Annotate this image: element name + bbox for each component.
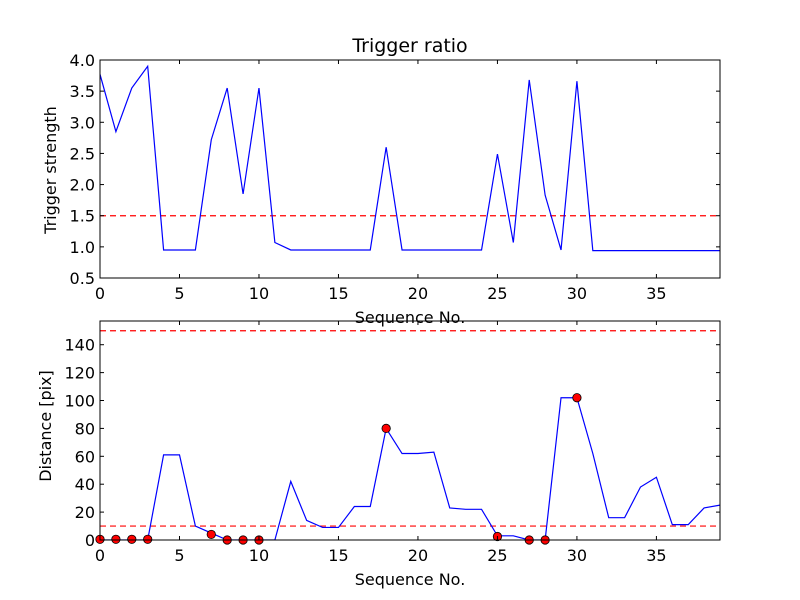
distance-xtick-label-5: 25 <box>487 546 507 565</box>
trigger-ratio-xtick-label-2: 10 <box>249 284 269 303</box>
distance-xtick-label-6: 30 <box>567 546 587 565</box>
trigger-ratio-xtick-label-3: 15 <box>328 284 348 303</box>
distance-ytick-label-7: 140 <box>64 336 95 355</box>
trigger-ratio-xtick-label-7: 35 <box>646 284 666 303</box>
distance-ytick-label-2: 40 <box>75 475 95 494</box>
distance-xtick-label-2: 10 <box>249 546 269 565</box>
trigger-ratio-panel: Trigger ratio Trigger strength Sequence … <box>41 35 721 327</box>
distance-ytick-label-6: 120 <box>64 364 95 383</box>
distance-xtick-label-1: 5 <box>174 546 184 565</box>
distance-ylabel: Distance [pix] <box>36 370 55 482</box>
trigger-ratio-ytick-label-4: 2.5 <box>70 144 95 163</box>
distance-marker-2 <box>127 534 137 544</box>
distance-xtick-label-3: 15 <box>328 546 348 565</box>
trigger-ratio-axes-frame <box>99 59 721 279</box>
trigger-ratio-xtick-label-4: 20 <box>408 284 428 303</box>
distance-ytick-label-3: 60 <box>75 447 95 466</box>
trigger-ratio-xlabel: Sequence No. <box>355 308 466 327</box>
trigger-ratio-xtick-label-6: 30 <box>567 284 587 303</box>
trigger-ratio-ytick-label-1: 1.0 <box>70 238 95 257</box>
distance-xtick-label-0: 0 <box>95 546 105 565</box>
trigger-ratio-ytick-label-5: 3.0 <box>70 113 95 132</box>
distance-xtick-label-4: 20 <box>408 546 428 565</box>
distance-ytick-label-1: 20 <box>75 503 95 522</box>
distance-marker-8 <box>381 423 391 434</box>
trigger-ratio-title: Trigger ratio <box>351 35 467 57</box>
trigger-ratio-xtick-label-5: 25 <box>487 284 507 303</box>
distance-ytick-label-0: 0 <box>85 531 95 550</box>
distance-marker-3 <box>143 534 153 544</box>
trigger-ratio-ylabel: Trigger strength <box>41 106 60 235</box>
distance-ytick-label-4: 80 <box>75 419 95 438</box>
distance-axes-frame <box>99 320 721 541</box>
distance-ytick-label-5: 100 <box>64 392 95 411</box>
distance-panel: Distance [pix] Sequence No. 0 5 10 15 20 25 30… <box>36 320 721 589</box>
trigger-ratio-ytick-label-0: 0.5 <box>70 269 95 288</box>
distance-marker-4 <box>206 529 216 540</box>
trigger-ratio-ytick-label-3: 2.0 <box>70 176 95 195</box>
trigger-ratio-ytick-label-6: 3.5 <box>70 82 95 101</box>
trigger-ratio-series-line-0 <box>100 64 720 252</box>
trigger-ratio-ytick-label-7: 4.0 <box>70 51 95 70</box>
distance-marker-1 <box>111 534 121 544</box>
trigger-ratio-plot-area <box>100 64 720 252</box>
distance-xlabel: Sequence No. <box>355 570 466 589</box>
distance-series-line-0 <box>100 397 720 540</box>
distance-xtick-label-7: 35 <box>646 546 666 565</box>
trigger-ratio-xtick-label-1: 5 <box>174 284 184 303</box>
distance-marker-12 <box>572 393 582 403</box>
trigger-ratio-ytick-label-2: 1.5 <box>70 207 95 226</box>
trigger-ratio-xtick-label-0: 0 <box>95 284 105 303</box>
distance-plot-area <box>100 330 720 540</box>
